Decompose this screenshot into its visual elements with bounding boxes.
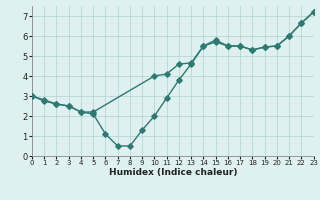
X-axis label: Humidex (Indice chaleur): Humidex (Indice chaleur) — [108, 168, 237, 177]
